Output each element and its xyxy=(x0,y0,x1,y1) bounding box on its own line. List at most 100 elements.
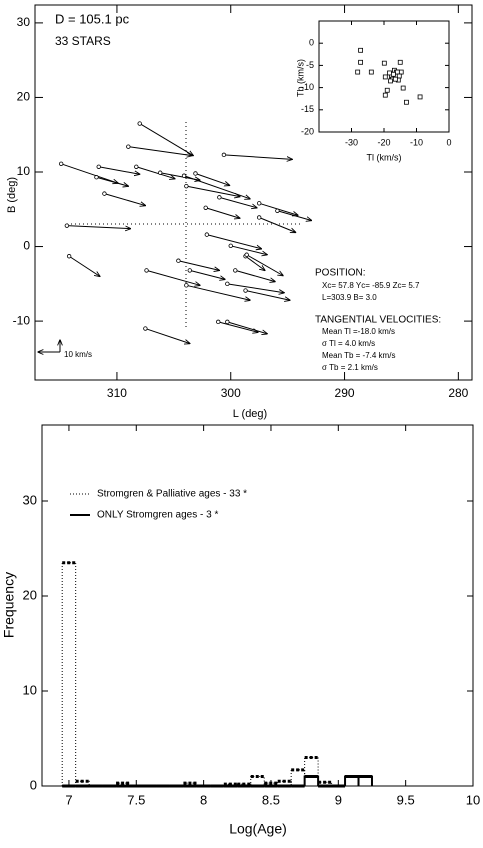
star-position xyxy=(181,173,187,178)
velocity-arrow xyxy=(128,146,192,156)
velocity-arrow xyxy=(218,321,258,332)
star-position xyxy=(144,268,149,273)
velocity-point xyxy=(398,69,404,75)
y-tick-label: 30 xyxy=(23,492,37,507)
x-tick-label: 300 xyxy=(221,386,241,400)
star-position xyxy=(66,254,72,259)
annotation: Mean Tl =-18.0 km/s xyxy=(322,327,395,336)
annotation: D = 105.1 pc xyxy=(55,11,130,26)
velocity-arrow xyxy=(246,254,283,276)
x-tick-label: 10 xyxy=(466,792,480,807)
velocity-arrow xyxy=(227,283,284,293)
velocity-point xyxy=(355,69,361,75)
histogram-bin xyxy=(250,776,265,786)
star-position xyxy=(126,144,131,149)
velocity-point xyxy=(400,85,406,91)
annotation: σ Tl = 4.0 km/s xyxy=(322,339,375,348)
annotation: TANGENTIAL VELOCITIES: xyxy=(315,315,441,326)
histogram-bin xyxy=(290,769,306,786)
velocity-point xyxy=(387,70,392,76)
star-position xyxy=(176,258,181,263)
histogram-bin xyxy=(304,757,319,786)
x-tick-label: 9.5 xyxy=(397,792,415,807)
star-position xyxy=(228,243,233,249)
x-tick-label: 7.5 xyxy=(127,792,145,807)
y-tick-label: 30 xyxy=(17,15,31,29)
y-tick-label: 0 xyxy=(309,38,314,48)
y-tick-label: 10 xyxy=(17,164,31,178)
star-position xyxy=(187,268,192,273)
annotation: L=303.9 B= 3.0 xyxy=(322,293,377,302)
star-position xyxy=(204,232,210,237)
velocity-arrow xyxy=(227,321,267,334)
y-axis-label: B (deg) xyxy=(6,177,18,213)
velocity-arrow xyxy=(146,269,200,285)
y-tick-label: -10 xyxy=(13,313,31,327)
y-tick-label: -20 xyxy=(301,126,314,136)
star-position xyxy=(184,183,189,189)
annotation: σ Tb = 2.1 km/s xyxy=(322,363,378,372)
inset-y-label: Tb (km/s) xyxy=(295,59,305,97)
velocity-arrow xyxy=(230,245,267,255)
annotation: 33 STARS xyxy=(55,34,111,48)
velocity-point xyxy=(397,59,403,65)
velocity-point xyxy=(391,71,396,77)
velocity-arrow xyxy=(61,163,118,183)
velocity-arrow xyxy=(96,176,128,186)
x-tick-label: 7 xyxy=(65,792,72,807)
velocity-point xyxy=(382,74,388,80)
star-position xyxy=(256,215,262,220)
hist-y-label: Frequency xyxy=(1,572,17,638)
y-tick-label: 0 xyxy=(30,777,37,792)
star-position xyxy=(184,283,189,288)
velocity-point xyxy=(388,78,393,84)
star-position xyxy=(96,164,101,169)
velocity-arrow xyxy=(189,269,225,279)
velocity-arrow xyxy=(235,269,275,281)
star-position xyxy=(58,161,64,166)
velocity-arrow xyxy=(205,207,240,218)
star-position xyxy=(225,319,230,325)
annotation: Xc= 57.8 Yc= -85.9 Zc= 5.7 xyxy=(322,281,420,290)
velocity-arrow xyxy=(245,255,265,270)
velocity-point xyxy=(358,59,364,65)
velocity-arrow xyxy=(223,154,292,159)
star-position xyxy=(64,223,70,228)
y-tick-label: -10 xyxy=(301,82,314,92)
star-position xyxy=(143,326,148,331)
star-position xyxy=(157,170,163,175)
scale-label: 10 km/s xyxy=(64,350,92,359)
x-tick-label: 290 xyxy=(335,386,355,400)
star-position xyxy=(193,171,198,176)
star-position xyxy=(233,268,238,273)
star-position xyxy=(216,319,221,325)
velocity-arrow xyxy=(259,217,295,232)
inset-x-label: Tl (km/s) xyxy=(367,152,402,162)
x-tick-label: -30 xyxy=(345,137,358,147)
x-tick-label: -10 xyxy=(410,137,423,147)
y-tick-label: 10 xyxy=(23,682,37,697)
star-position xyxy=(225,281,230,287)
velocity-arrow xyxy=(98,166,140,174)
velocity-arrow xyxy=(139,123,193,156)
x-axis-label: L (deg) xyxy=(233,408,267,420)
velocity-point xyxy=(381,60,387,66)
velocity-point xyxy=(368,69,374,75)
x-tick-label: 0 xyxy=(446,137,451,147)
velocity-point xyxy=(392,76,398,82)
legend-label: ONLY Stromgren ages - 3 * xyxy=(97,510,218,521)
y-tick-label: 20 xyxy=(23,587,37,602)
top-frame xyxy=(34,4,473,381)
star-position xyxy=(221,152,227,158)
star-position xyxy=(244,252,249,257)
star-position xyxy=(243,288,248,293)
velocity-arrow xyxy=(66,225,131,229)
velocity-arrow xyxy=(136,166,175,179)
velocity-arrow xyxy=(178,260,219,271)
x-tick-label: 8 xyxy=(200,792,207,807)
bottom-frame xyxy=(41,424,474,787)
velocity-point xyxy=(394,69,400,75)
annotation: Mean Tb = -7.4 km/s xyxy=(322,351,395,360)
